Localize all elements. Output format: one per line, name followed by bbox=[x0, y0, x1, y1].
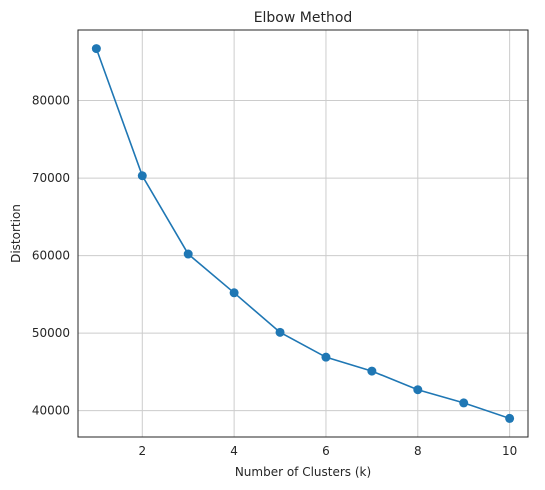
y-tick-label: 80000 bbox=[32, 94, 70, 108]
x-axis-ticks: 2 4 6 8 10 bbox=[138, 444, 517, 458]
x-axis-label: Number of Clusters (k) bbox=[235, 465, 371, 479]
y-tick-label: 40000 bbox=[32, 404, 70, 418]
x-tick-label: 2 bbox=[138, 444, 146, 458]
y-tick-label: 60000 bbox=[32, 249, 70, 263]
data-point bbox=[367, 366, 377, 376]
x-tick-label: 6 bbox=[322, 444, 330, 458]
plot-frame bbox=[77, 29, 529, 438]
x-tick-label: 10 bbox=[502, 444, 517, 458]
series-line bbox=[95, 48, 510, 420]
series-layer bbox=[91, 44, 515, 423]
data-point bbox=[321, 352, 331, 362]
data-point bbox=[91, 44, 101, 54]
x-tick-label: 8 bbox=[414, 444, 422, 458]
data-point bbox=[229, 288, 239, 298]
data-point bbox=[459, 398, 469, 408]
data-point bbox=[413, 385, 423, 395]
data-point bbox=[137, 171, 147, 181]
grid-lines bbox=[78, 30, 528, 437]
data-point bbox=[505, 413, 515, 423]
data-point bbox=[183, 249, 193, 259]
chart-title: Elbow Method bbox=[254, 10, 353, 26]
x-tick-label: 4 bbox=[230, 444, 238, 458]
y-axis-ticks: 40000 50000 60000 70000 80000 bbox=[32, 94, 70, 418]
y-axis-label: Distortion bbox=[9, 204, 23, 263]
y-tick-label: 50000 bbox=[32, 326, 70, 340]
y-tick-label: 70000 bbox=[32, 171, 70, 185]
data-point bbox=[275, 327, 285, 337]
